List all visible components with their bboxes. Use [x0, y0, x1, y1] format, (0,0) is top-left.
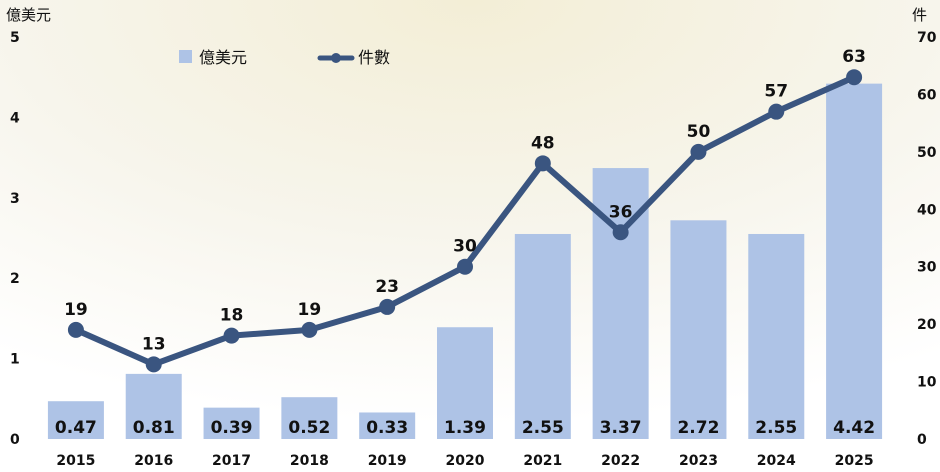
x-axis-labels: 2015 2016 2017 2018 2019 2020 2021 2022 2023 2024… — [56, 453, 873, 469]
bar-value-label: 0.39 — [211, 418, 253, 438]
bar-value-label: 0.47 — [55, 418, 97, 438]
bar-value-label: 2.72 — [677, 418, 719, 438]
bar — [281, 397, 338, 439]
right-tick-label: 50 — [917, 145, 937, 161]
bar-value-label: 3.37 — [600, 418, 642, 438]
line-value-label: 36 — [609, 202, 633, 222]
right-tick-label: 70 — [917, 30, 937, 46]
bar-series: 0.47 0.81 0.39 0.52 0.33 1.39 2.55 3.37 2.72 2.55… — [47, 83, 883, 439]
bar-value-label: 4.42 — [833, 418, 875, 438]
bar — [514, 233, 571, 439]
bar-value-label: 1.39 — [444, 418, 486, 438]
line-point — [534, 155, 551, 172]
bar — [47, 401, 104, 439]
line-value-label: 18 — [220, 306, 244, 326]
left-axis-title: 億美元 — [6, 6, 51, 24]
right-tick-label: 40 — [917, 202, 937, 218]
legend-line-label: 件數 — [358, 48, 390, 67]
line-value-label: 23 — [375, 277, 399, 297]
right-tick-label: 20 — [917, 317, 937, 333]
x-tick-label: 2020 — [446, 453, 485, 469]
line-value-label: 13 — [142, 334, 166, 354]
x-tick-label: 2021 — [523, 453, 562, 469]
x-tick-label: 2018 — [290, 453, 329, 469]
legend-bar-label: 億美元 — [199, 48, 247, 67]
x-tick-label: 2023 — [679, 453, 718, 469]
bar — [437, 327, 493, 439]
left-axis-ticks: 0 1 2 3 4 5 — [10, 30, 20, 448]
bar — [826, 83, 883, 439]
left-tick-label: 1 — [10, 352, 20, 368]
line-point — [457, 258, 473, 275]
right-tick-label: 60 — [917, 87, 937, 103]
legend-line-marker — [331, 53, 341, 63]
line-point — [846, 69, 863, 86]
line-point — [690, 143, 707, 160]
bar-value-label: 0.81 — [133, 418, 175, 438]
line-point — [145, 356, 162, 373]
bar-value-label: 0.52 — [288, 418, 330, 438]
line-point — [67, 321, 84, 338]
line-value-label: 19 — [298, 300, 322, 320]
bar — [203, 407, 260, 439]
left-tick-label: 4 — [10, 110, 20, 126]
x-tick-label: 2022 — [601, 453, 640, 469]
bar-value-label: 2.55 — [522, 418, 564, 438]
x-tick-label: 2025 — [835, 453, 874, 469]
bar-value-label: 2.55 — [755, 418, 797, 438]
bar — [670, 220, 727, 439]
left-tick-label: 0 — [10, 432, 20, 448]
bar — [359, 412, 416, 439]
bar-value-label: 0.33 — [366, 418, 408, 438]
right-axis-ticks: 0 10 20 30 40 50 60 70 — [917, 30, 937, 448]
x-tick-label: 2024 — [757, 453, 796, 469]
line-value-label: 57 — [764, 82, 788, 102]
line-value-label: 48 — [531, 133, 555, 153]
x-tick-label: 2016 — [134, 453, 173, 469]
line-value-label: 19 — [64, 300, 88, 320]
x-tick-label: 2017 — [212, 453, 251, 469]
legend-bar-swatch — [179, 50, 192, 63]
right-axis-title: 件 — [912, 6, 927, 24]
bar — [125, 373, 182, 439]
right-tick-label: 0 — [917, 432, 927, 448]
line-point — [612, 224, 629, 241]
right-tick-label: 10 — [917, 375, 937, 391]
line-point — [379, 298, 396, 315]
line-series: 19 13 18 19 23 30 48 36 50 57 63 — [64, 47, 866, 373]
left-tick-label: 3 — [10, 191, 20, 207]
x-tick-label: 2019 — [368, 453, 407, 469]
line-point — [301, 321, 318, 338]
line-value-label: 30 — [453, 237, 477, 257]
line-value-label: 63 — [842, 47, 866, 67]
left-tick-label: 2 — [10, 271, 20, 287]
right-tick-label: 30 — [917, 260, 937, 276]
left-tick-label: 5 — [10, 30, 20, 46]
bar — [748, 233, 805, 439]
legend: 億美元 件數 — [179, 48, 390, 67]
x-tick-label: 2015 — [56, 453, 95, 469]
line-value-label: 50 — [687, 122, 711, 142]
line-point — [223, 327, 240, 344]
line-point — [768, 103, 785, 120]
